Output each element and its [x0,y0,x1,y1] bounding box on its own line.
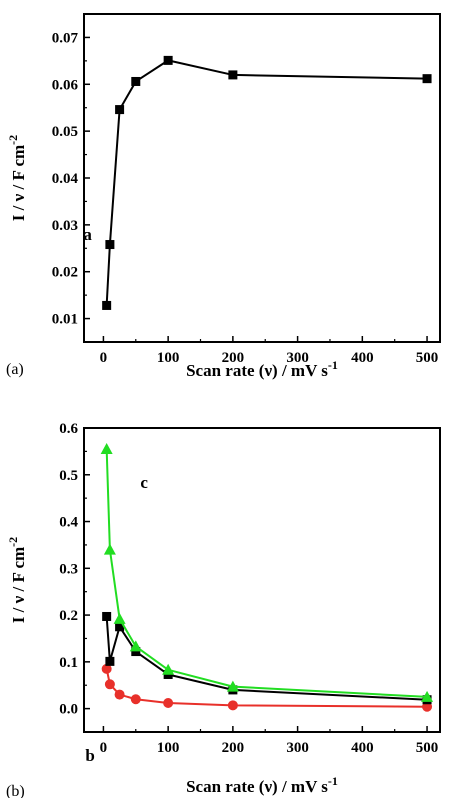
x-tick-label: 500 [416,350,439,366]
chart-panel-a: 0 100 200 300 400 500 0.01 0.02 0.03 0.04 0.05 0.06… [6,13,441,380]
data-point-b [114,689,125,700]
data-point-c [129,640,142,652]
series-label-b: b [85,746,94,765]
x-tick-label: 400 [351,740,374,756]
x-tick-label: 400 [351,350,374,366]
series-label-a: a [83,225,92,244]
data-point-c [162,663,175,675]
series-line [105,59,428,306]
data-point-b [104,679,115,690]
x-tick-label: 200 [222,350,245,366]
y-tick-label: 0.3 [59,561,78,577]
y-tick-label: 0.05 [52,124,78,140]
y-tick-label: 0.5 [59,468,78,484]
panel-label: (b) [6,783,25,798]
data-point-b [422,701,433,712]
y-tick-label: 0.01 [52,312,78,328]
data-point-a [102,611,112,621]
data-point-c [113,612,126,624]
x-axis-label: Scan rate (ν) / mV s-1 [186,774,338,796]
data-point-a [115,622,125,632]
data-point-a [105,656,115,666]
data-point-b [101,663,112,674]
y-axis-label: I / ν / F cm-2 [6,537,28,623]
x-tick-label: 0 [100,740,108,756]
series-line-c [105,449,428,698]
y-axis-label: I / ν / F cm-2 [6,135,28,221]
x-tick-label: 0 [100,350,108,366]
panel-label: (a) [6,361,24,378]
x-tick-label: 100 [157,740,180,756]
data-point-c [226,680,239,692]
y-tick-label: 0.07 [52,30,79,46]
y-tick-label: 0.2 [59,608,78,624]
series-line-a [105,616,428,701]
data-point [131,76,141,86]
plot-frame [83,427,441,733]
data-point [422,74,432,84]
y-tick-label: 0.03 [52,218,78,234]
data-point-b [163,698,174,709]
y-tick-label: 0.02 [52,265,78,281]
y-tick-label: 0.4 [59,515,78,531]
plot-frame [83,13,441,343]
x-tick-label: 300 [286,740,309,756]
x-tick-label: 100 [157,350,180,366]
data-point-c [103,543,116,555]
y-tick-label: 0.0 [59,702,78,718]
y-tick-label: 0.6 [59,421,78,437]
y-tick-label: 0.06 [52,77,79,93]
data-point-a [131,647,141,657]
data-point-b [227,700,238,711]
chart-panel-b: 0 100 200 300 400 500 0.0 0.1 0.2 0.3 0.4 0.5 0.6 Sca… [6,225,441,798]
x-tick-label: 300 [286,350,309,366]
data-point-b [130,694,141,705]
y-tick-label: 0.1 [59,655,78,671]
data-point-c [421,690,434,702]
data-point [102,300,112,310]
data-point [163,55,173,65]
x-axis-label: Scan rate (ν) / mV s-1 [186,358,338,380]
y-tick-label: 0.04 [52,171,79,187]
data-point [228,70,238,80]
data-point [115,105,125,115]
data-point [105,240,115,250]
x-tick-label: 200 [222,740,245,756]
data-point-c [100,443,113,455]
series-label-c: c [140,473,148,492]
x-tick-label: 500 [416,740,439,756]
